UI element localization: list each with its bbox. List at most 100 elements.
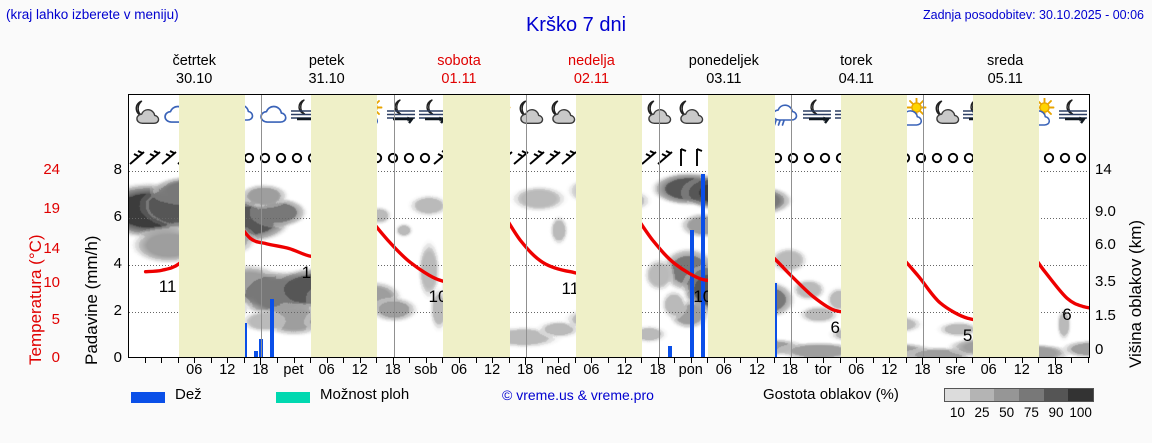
day-separator bbox=[393, 95, 395, 141]
x-tick bbox=[541, 358, 543, 363]
daylight-band bbox=[443, 171, 510, 357]
x-axis-label: 12 bbox=[881, 362, 898, 378]
x-tick bbox=[459, 358, 461, 363]
x-tick bbox=[674, 358, 676, 363]
day-date: 02.11 bbox=[573, 71, 610, 87]
x-tick bbox=[177, 358, 179, 363]
daylight-band bbox=[575, 95, 643, 141]
cloud-height-tick-label: 6.0 bbox=[1095, 236, 1116, 254]
x-tick bbox=[922, 358, 924, 365]
x-tick bbox=[839, 358, 841, 363]
wind-barb-strip bbox=[129, 141, 1089, 171]
day-separator bbox=[791, 141, 793, 171]
cloud-density-segment bbox=[1019, 389, 1044, 401]
x-tick bbox=[1005, 358, 1007, 363]
x-tick bbox=[740, 358, 742, 363]
x-axis-label: 06 bbox=[450, 362, 468, 378]
day-separator bbox=[393, 171, 395, 357]
x-tick bbox=[955, 358, 957, 363]
day-name: sobota bbox=[437, 53, 481, 69]
temperature-label: 6 bbox=[1062, 305, 1072, 325]
daylight-band bbox=[311, 95, 378, 141]
precipitation-tick-label: 8 bbox=[113, 161, 122, 178]
wind-barb-barb bbox=[129, 141, 145, 171]
moon-cloud-icon bbox=[513, 95, 545, 141]
temperature-label: 5 bbox=[962, 325, 973, 345]
x-tick bbox=[243, 358, 245, 363]
temperature-tick-label: 14 bbox=[43, 239, 60, 257]
day-date: 05.11 bbox=[987, 71, 1023, 87]
cloud-density-tick-label: 50 bbox=[999, 405, 1015, 420]
x-tick bbox=[756, 358, 758, 363]
day-header-1: četrtek 30.10 bbox=[128, 52, 260, 90]
daylight-band bbox=[840, 141, 907, 171]
copyright-label[interactable]: © vreme.us & vreme.pro bbox=[502, 387, 654, 403]
cloud-height-axis-title: Višina oblakov (km) bbox=[1122, 172, 1146, 368]
x-tick bbox=[260, 358, 262, 365]
daylight-band bbox=[178, 95, 245, 141]
day-separator bbox=[923, 95, 925, 141]
precipitation-tick-label: 6 bbox=[113, 208, 122, 225]
wind-barb-barb bbox=[561, 141, 577, 171]
wind-barb-calm bbox=[257, 141, 273, 171]
moon-cloud-icon bbox=[929, 95, 961, 141]
x-axis-label: 18 bbox=[252, 362, 269, 378]
temperature-tick-label: 19 bbox=[43, 200, 60, 218]
day-name: sreda bbox=[987, 53, 1024, 69]
x-axis-label: ned bbox=[546, 362, 571, 378]
day-header-5: ponedeljek 03.11 bbox=[658, 52, 790, 90]
wind-barb-calm bbox=[273, 141, 289, 171]
temperature-tick-label: 0 bbox=[51, 349, 60, 366]
cloud-height-tick-label: 3.5 bbox=[1095, 272, 1116, 290]
x-tick bbox=[608, 358, 609, 363]
x-tick bbox=[161, 358, 163, 363]
moon-cloud-icon bbox=[129, 95, 161, 141]
temperature-axis-title: Temperatura (°C) bbox=[6, 175, 45, 365]
day-separator bbox=[923, 141, 925, 171]
cloud-density-tick-label: 10 bbox=[949, 405, 965, 420]
x-tick bbox=[508, 358, 510, 363]
x-tick bbox=[939, 358, 941, 363]
day-date: 04.11 bbox=[838, 71, 874, 87]
x-axis-label: sre bbox=[945, 362, 966, 378]
rain-legend-label: Dež bbox=[175, 386, 202, 403]
day-name: petek bbox=[308, 53, 345, 69]
x-axis-label: 18 bbox=[781, 362, 799, 378]
x-axis-label: 06 bbox=[583, 362, 600, 378]
precipitation-tick-label: 2 bbox=[113, 302, 122, 319]
daylight-band bbox=[840, 95, 907, 141]
day-separator bbox=[526, 171, 528, 357]
temperature-tick-label: 10 bbox=[43, 273, 60, 291]
day-header-row: četrtek 30.10 petek 31.10 sobota 01.11 nedelja… bbox=[128, 52, 1090, 90]
x-tick bbox=[707, 358, 709, 363]
day-date: 31.10 bbox=[308, 71, 345, 87]
page-title: Krško 7 dni bbox=[525, 14, 627, 36]
rain-bar bbox=[242, 322, 247, 357]
cloud-density-tick-label: 25 bbox=[974, 405, 990, 420]
showers-legend-label: Možnost ploh bbox=[320, 386, 410, 403]
cloud-density-tick-label: 75 bbox=[1023, 405, 1039, 420]
temperature-label: 6 bbox=[830, 318, 840, 337]
day-name: nedelja bbox=[568, 53, 615, 69]
rain-bar bbox=[667, 346, 672, 357]
cloud-density-legend-label: Gostota oblakov (%) bbox=[763, 386, 899, 403]
x-tick bbox=[1054, 358, 1056, 365]
wind-barb-barb bbox=[545, 141, 561, 171]
wind-barb-calm bbox=[929, 141, 945, 171]
day-date: 03.11 bbox=[706, 71, 742, 87]
x-axis-label: 06 bbox=[318, 362, 335, 378]
x-tick bbox=[144, 358, 146, 363]
daylight-band bbox=[973, 171, 1040, 357]
x-tick bbox=[624, 358, 626, 363]
location-menu-note[interactable]: (kraj lahko izberete v meniju) bbox=[6, 7, 179, 22]
day-separator bbox=[658, 141, 660, 171]
x-tick bbox=[210, 358, 212, 363]
cloud-icon bbox=[257, 95, 289, 141]
x-tick bbox=[326, 358, 328, 363]
x-axis-label: 12 bbox=[616, 362, 633, 378]
temperature-tick-label: 5 bbox=[51, 311, 60, 329]
moon-cloud-icon bbox=[545, 95, 577, 141]
x-tick bbox=[525, 358, 527, 365]
cloud-density-segment bbox=[945, 389, 970, 401]
wind-barb-barb bbox=[513, 141, 529, 171]
